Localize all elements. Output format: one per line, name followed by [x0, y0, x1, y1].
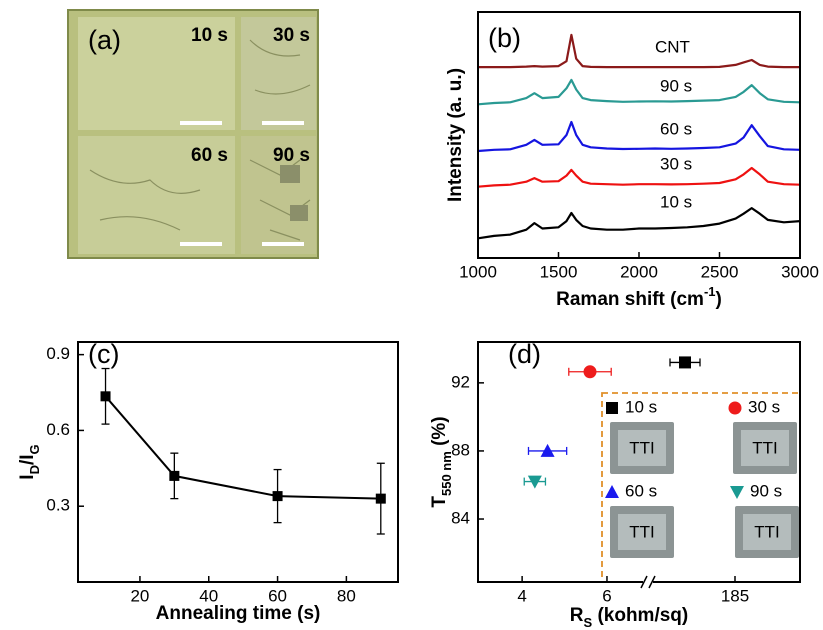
- x-tick-label: 3000: [781, 262, 819, 281]
- y-axis-label-part: D: [27, 465, 42, 474]
- series-label: 10 s: [660, 192, 692, 211]
- legend-label: 60 s: [625, 481, 657, 500]
- panel-a: (a) 10 s 30 s 60 s 90 s: [67, 9, 319, 259]
- x-axis-label-part: Raman shift (cm: [556, 289, 704, 310]
- x-tick-label: 185: [721, 586, 749, 605]
- x-tick-label: 1000: [459, 262, 497, 281]
- x-tick-label: 20: [130, 586, 149, 605]
- series-label: 60 s: [660, 119, 692, 138]
- legend-label: 10 s: [625, 397, 657, 416]
- image-tile: [241, 136, 316, 254]
- spectrum-line: [477, 78, 801, 106]
- y-axis-label-part: (%): [429, 416, 450, 451]
- x-axis-label: Annealing time (s): [156, 603, 321, 624]
- legend-label: 30 s: [748, 397, 780, 416]
- data-line: [104, 395, 381, 500]
- image-tile: [241, 17, 316, 130]
- y-axis-label: T550 nm (%): [429, 416, 454, 507]
- data-point: [169, 470, 180, 481]
- data-point: [728, 401, 742, 415]
- x-tick-label: 1500: [540, 262, 578, 281]
- spectrum-line: [477, 166, 801, 188]
- spectrum-line: [478, 33, 800, 69]
- x-tick-label: 40: [199, 586, 218, 605]
- data-point: [527, 475, 542, 489]
- axis-break-gap: [643, 579, 653, 585]
- x-tick-label: 80: [337, 586, 356, 605]
- panel-label: (b): [488, 23, 521, 53]
- data-point: [730, 486, 744, 499]
- axis-break-mark: [640, 575, 656, 589]
- axes-frame: [77, 341, 399, 583]
- y-axis-label-part: T: [429, 496, 450, 508]
- series-label: CNT: [655, 37, 690, 56]
- inset-photo-film: [743, 514, 791, 550]
- inset-photo-film: [618, 514, 666, 550]
- data-point: [605, 485, 619, 498]
- panel-label: (c): [88, 339, 119, 369]
- x-axis-label: Raman shift (cm-1): [556, 284, 722, 310]
- y-tick-label: 84: [451, 509, 470, 528]
- axes-frame: [477, 11, 801, 259]
- series-label: 30 s: [660, 154, 692, 173]
- x-tick-label: 6: [602, 586, 611, 605]
- texture-patch: [290, 205, 308, 221]
- x-axis-label-part: R: [570, 605, 584, 626]
- x-tick-label: 4: [517, 586, 526, 605]
- y-axis-label-part: 550 nm: [439, 451, 454, 496]
- y-axis-label-part: /I: [17, 454, 38, 465]
- data-point: [606, 402, 618, 414]
- x-axis-label-part: S: [584, 615, 593, 630]
- y-axis-label: Intensity (a. u.): [445, 68, 466, 202]
- data-point: [375, 493, 386, 504]
- panel-label: (a): [88, 25, 121, 55]
- image-tile: [78, 17, 235, 130]
- tile-label: 60 s: [191, 145, 228, 166]
- x-axis-label-part: (kohm/sq): [592, 605, 688, 626]
- image-tile: [78, 136, 235, 254]
- data-point: [540, 443, 555, 457]
- inset-photo-text: TTI: [754, 522, 780, 541]
- x-tick-label: 60: [268, 586, 287, 605]
- inset-photo-text: TTI: [629, 438, 655, 457]
- y-axis-label-part: G: [27, 444, 42, 454]
- axes-frame: [477, 341, 801, 583]
- y-tick-label: 0.9: [46, 344, 70, 363]
- y-tick-label: 88: [451, 440, 470, 459]
- x-tick-label: 2000: [620, 262, 658, 281]
- series-label: 90 s: [660, 76, 692, 95]
- inset-photo-film: [741, 430, 789, 466]
- data-point: [583, 365, 597, 379]
- tile-label: 10 s: [191, 25, 228, 46]
- y-axis-label-part: I: [17, 474, 38, 479]
- data-point: [100, 391, 111, 402]
- y-tick-label: 92: [451, 372, 470, 391]
- texture-patch: [280, 165, 300, 183]
- panel-label: (d): [508, 339, 541, 369]
- data-point: [272, 491, 283, 502]
- spectrum-line: [477, 207, 801, 240]
- inset-photo-text: TTI: [752, 438, 778, 457]
- spectrum-line: [477, 120, 801, 153]
- legend-label: 90 s: [750, 481, 782, 500]
- y-tick-label: 0.6: [46, 420, 70, 439]
- y-tick-label: 0.3: [46, 496, 70, 515]
- tile-label: 30 s: [273, 25, 310, 46]
- data-point: [679, 356, 691, 369]
- inset-photo-text: TTI: [629, 522, 655, 541]
- inset-photo-film: [618, 430, 666, 466]
- x-axis-label-part: -1: [704, 284, 716, 299]
- x-axis-label-part: ): [716, 289, 722, 310]
- tile-label: 90 s: [273, 145, 310, 166]
- x-axis-label: RS (kohm/sq): [570, 605, 688, 630]
- y-axis-label: ID/IG: [17, 444, 42, 479]
- x-tick-label: 2500: [701, 262, 739, 281]
